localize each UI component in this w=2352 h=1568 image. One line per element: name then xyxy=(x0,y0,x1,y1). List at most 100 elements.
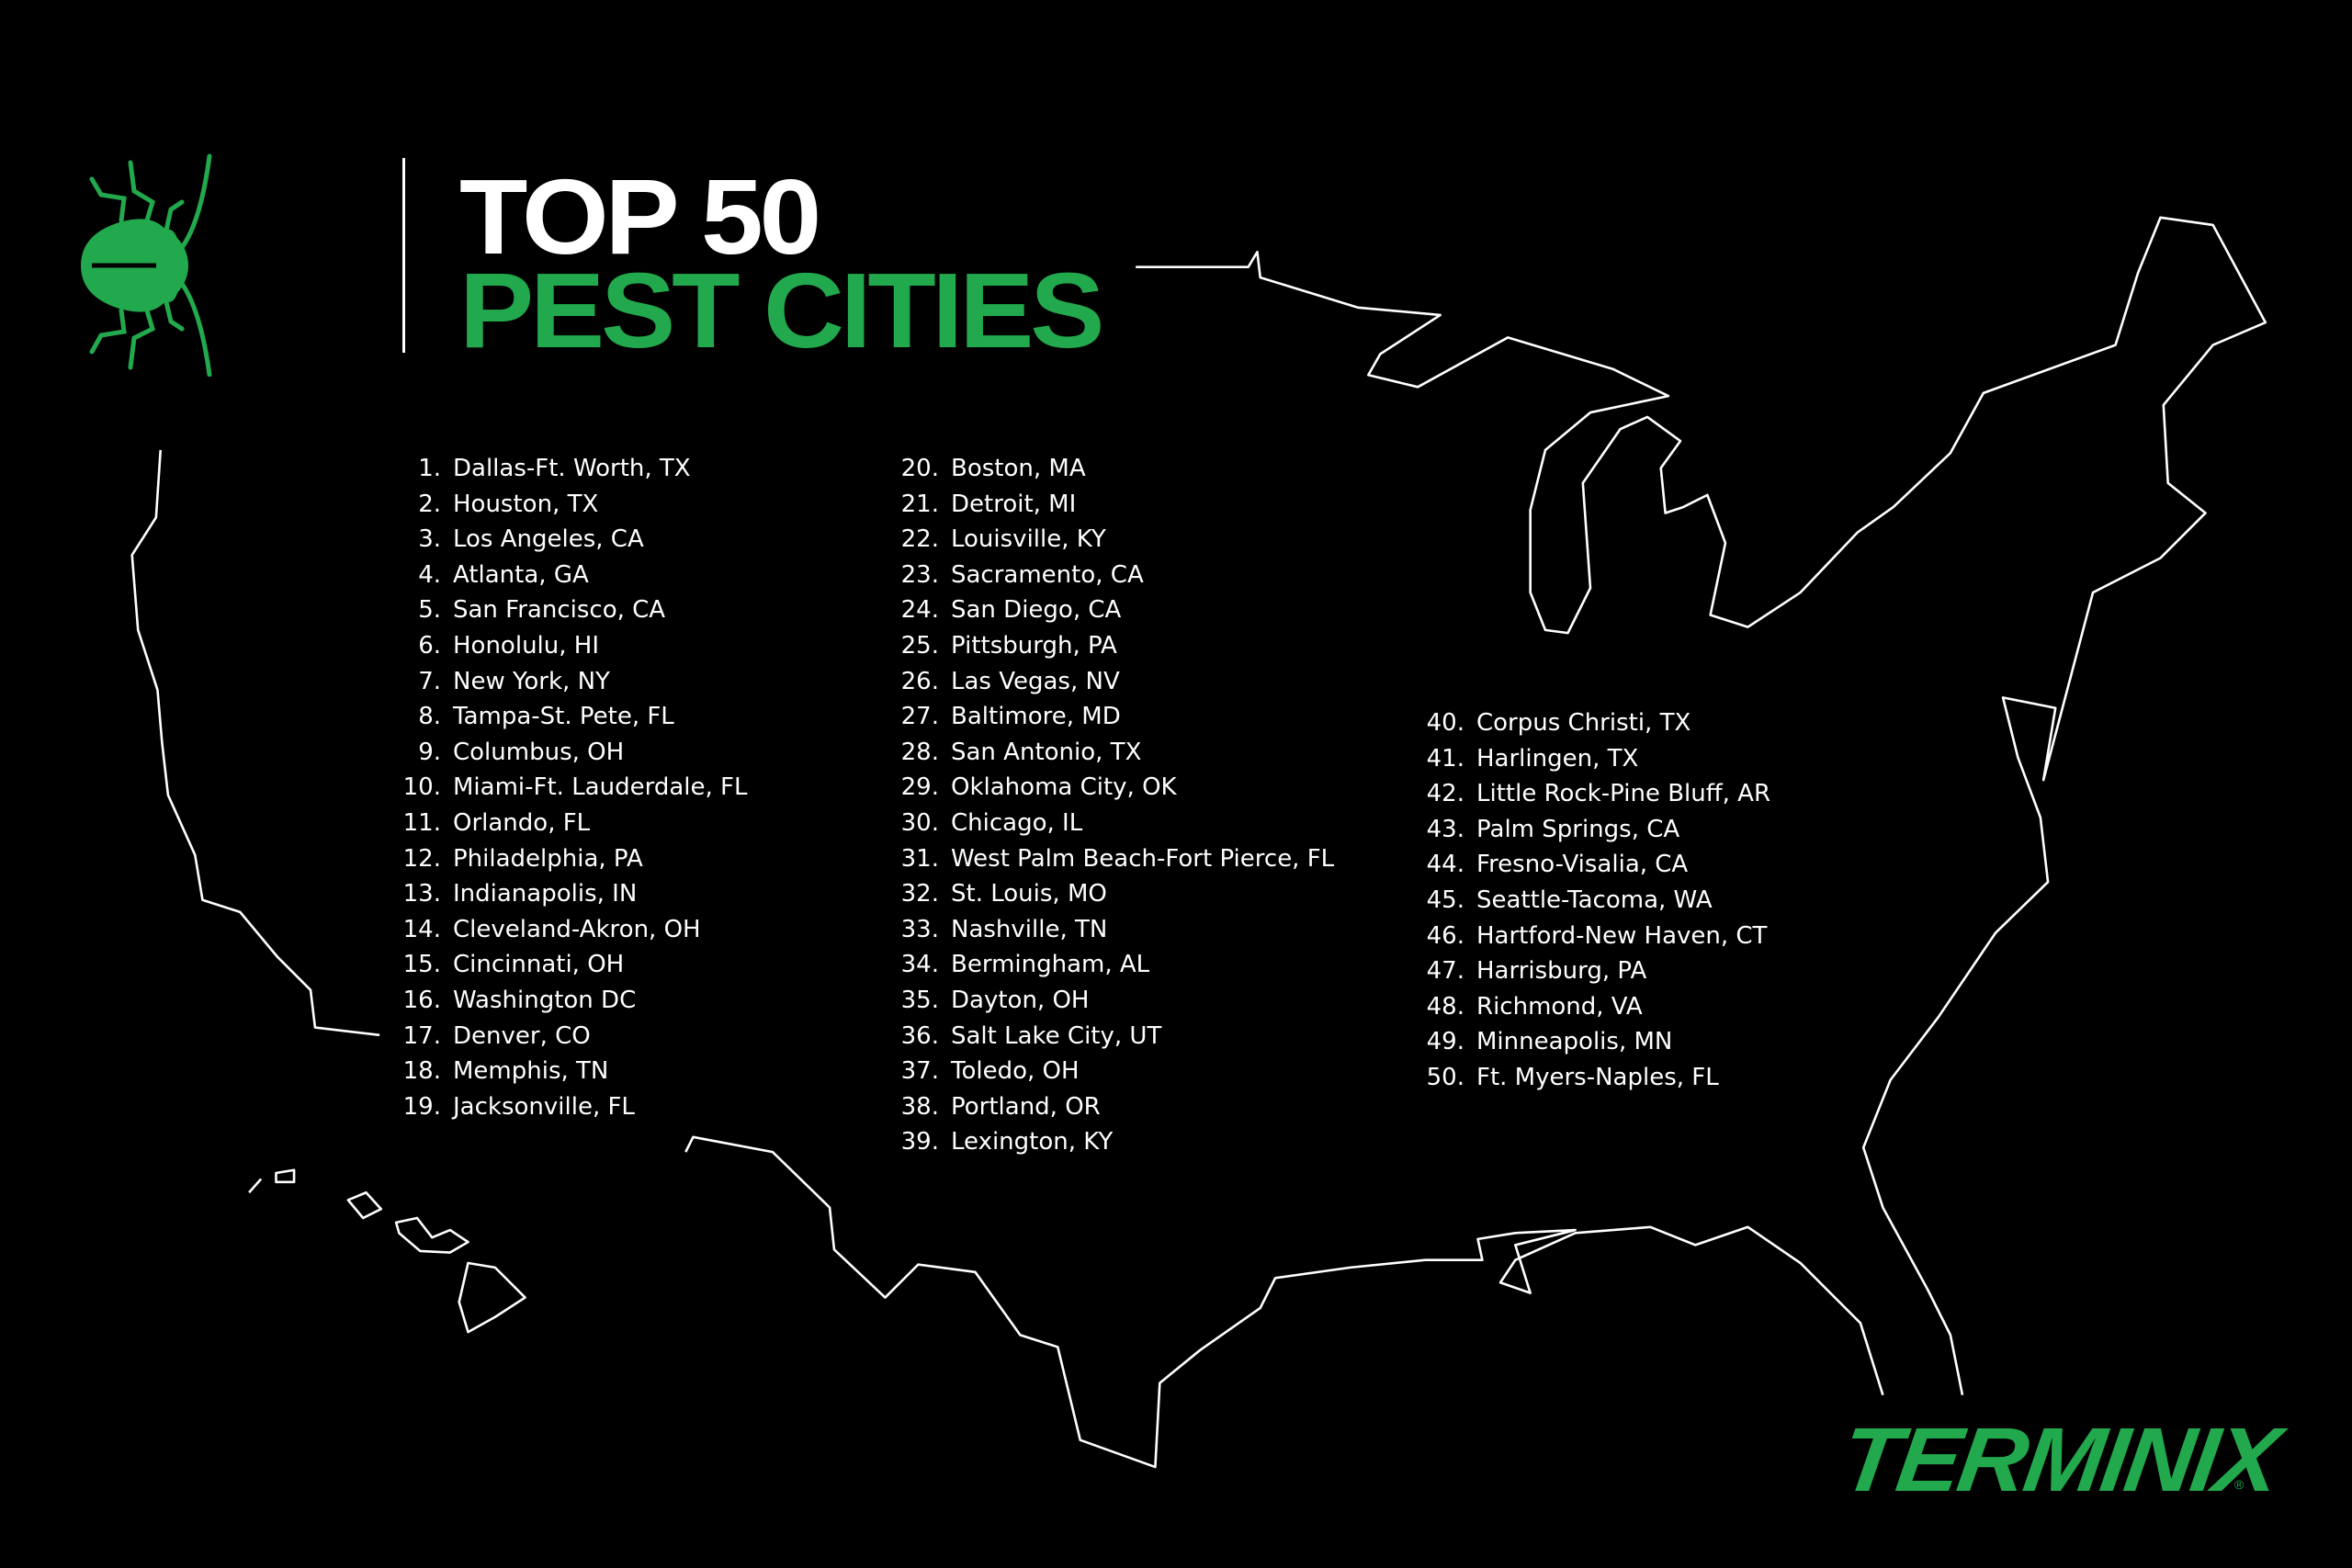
city-rank: 19. xyxy=(402,1092,441,1121)
city-name: Oklahoma City, OK xyxy=(951,773,1177,802)
city-name: Houston, TX xyxy=(453,490,599,518)
city-name: Indianapolis, IN xyxy=(453,880,638,908)
city-name: Harlingen, TX xyxy=(1476,744,1639,773)
city-name: Hartford-New Haven, CT xyxy=(1476,921,1768,950)
city-name: Pittsburgh, PA xyxy=(951,632,1117,660)
city-rank: 18. xyxy=(402,1057,441,1086)
city-name: Orlando, FL xyxy=(453,809,591,837)
city-name: Boston, MA xyxy=(951,455,1086,482)
city-rank: 32. xyxy=(900,880,939,908)
city-name: Fresno-Visalia, CA xyxy=(1476,851,1689,879)
city-name: Washington DC xyxy=(453,987,637,1014)
city-rank: 40. xyxy=(1426,709,1464,737)
city-rank: 37. xyxy=(900,1057,939,1086)
city-name: Harrisburg, PA xyxy=(1476,957,1647,986)
city-rank: 27. xyxy=(900,703,939,731)
city-name: Lexington, KY xyxy=(951,1128,1114,1156)
city-rank: 14. xyxy=(402,915,441,943)
city-rank: 4. xyxy=(418,560,441,589)
city-rank: 23. xyxy=(900,560,939,589)
city-name: San Diego, CA xyxy=(951,596,1122,625)
city-name: Ft. Myers-Naples, FL xyxy=(1476,1064,1719,1091)
city-rank: 25. xyxy=(900,632,939,660)
city-name: Bermingham, AL xyxy=(951,951,1150,979)
city-name: Denver, CO xyxy=(453,1021,591,1050)
city-name: Palm Springs, CA xyxy=(1476,815,1680,843)
city-name: Toledo, OH xyxy=(951,1057,1080,1086)
city-name: Seattle-Tacoma, WA xyxy=(1476,886,1713,914)
city-rank: 1. xyxy=(418,455,441,482)
city-rank: 22. xyxy=(900,525,939,554)
city-name: Sacramento, CA xyxy=(951,560,1144,589)
city-name: Los Angeles, CA xyxy=(453,525,644,554)
city-rank: 11. xyxy=(402,809,441,837)
city-rank: 17. xyxy=(402,1021,441,1050)
city-name: Tampa-St. Pete, FL xyxy=(453,703,674,731)
city-rank: 36. xyxy=(900,1021,939,1050)
city-name: Memphis, TN xyxy=(453,1057,609,1086)
city-name: Cincinnati, OH xyxy=(453,951,625,979)
city-name: San Antonio, TX xyxy=(951,738,1142,766)
city-name: Columbus, OH xyxy=(453,738,625,766)
title-line-2: PEST CITIES xyxy=(459,251,1104,370)
city-name: San Francisco, CA xyxy=(453,596,666,625)
city-rank: 6. xyxy=(418,632,441,660)
city-name: Dayton, OH xyxy=(951,987,1090,1014)
city-rank: 42. xyxy=(1426,780,1464,808)
city-rank: 33. xyxy=(900,915,939,943)
city-rank: 35. xyxy=(900,987,939,1014)
city-rank: 10. xyxy=(402,773,441,802)
city-rank: 48. xyxy=(1426,992,1464,1021)
city-name: Atlanta, GA xyxy=(453,560,589,589)
city-rank: 45. xyxy=(1426,886,1464,914)
city-rank: 3. xyxy=(418,525,441,554)
city-name: Jacksonville, FL xyxy=(453,1092,635,1121)
title-line-1: TOP 50 xyxy=(459,157,821,276)
city-rank: 15. xyxy=(402,951,441,979)
city-name: Baltimore, MD xyxy=(951,703,1121,731)
city-rank: 41. xyxy=(1426,744,1464,773)
south-border-outline xyxy=(684,1135,1884,1469)
title-divider xyxy=(402,158,405,353)
east-north-outline xyxy=(1136,216,2267,1395)
city-rank: 2. xyxy=(418,490,441,518)
city-name: Miami-Ft. Lauderdale, FL xyxy=(453,773,748,802)
city-rank: 49. xyxy=(1426,1028,1464,1056)
city-name: New York, NY xyxy=(453,667,610,695)
city-rank: 12. xyxy=(402,844,441,873)
city-rank: 20. xyxy=(900,455,939,482)
city-rank: 43. xyxy=(1426,815,1464,843)
city-name: Las Vegas, NV xyxy=(951,667,1120,695)
city-name: Detroit, MI xyxy=(951,490,1077,518)
city-name: Chicago, IL xyxy=(951,809,1083,837)
city-rank: 50. xyxy=(1426,1064,1464,1091)
city-rank: 29. xyxy=(900,773,939,802)
west-coast-outline xyxy=(130,449,380,1037)
city-rank: 31. xyxy=(900,844,939,873)
city-name: St. Louis, MO xyxy=(951,880,1107,908)
city-rank: 16. xyxy=(402,987,441,1014)
city-name: Richmond, VA xyxy=(1476,992,1643,1021)
city-name: Dallas-Ft. Worth, TX xyxy=(453,455,691,482)
city-rank: 44. xyxy=(1426,851,1464,879)
city-rank: 46. xyxy=(1426,921,1464,950)
city-name: Minneapolis, MN xyxy=(1476,1028,1673,1056)
city-rank: 34. xyxy=(900,951,939,979)
city-rank: 5. xyxy=(418,596,441,625)
hawaii-outline xyxy=(248,1168,526,1334)
city-name: Honolulu, HI xyxy=(453,632,599,660)
city-rank: 9. xyxy=(418,738,441,766)
registered-mark: ® xyxy=(2234,1477,2245,1492)
city-rank: 13. xyxy=(402,880,441,908)
city-name: Little Rock-Pine Bluff, AR xyxy=(1476,780,1771,808)
city-rank: 28. xyxy=(900,738,939,766)
city-rank: 47. xyxy=(1426,957,1464,986)
city-name: West Palm Beach-Fort Pierce, FL xyxy=(951,844,1335,873)
city-name: Nashville, TN xyxy=(951,915,1108,943)
city-rank: 39. xyxy=(900,1128,939,1156)
city-rank: 38. xyxy=(900,1092,939,1121)
city-rank: 8. xyxy=(418,703,441,731)
city-name: Corpus Christi, TX xyxy=(1476,709,1691,737)
city-rank: 24. xyxy=(900,596,939,625)
